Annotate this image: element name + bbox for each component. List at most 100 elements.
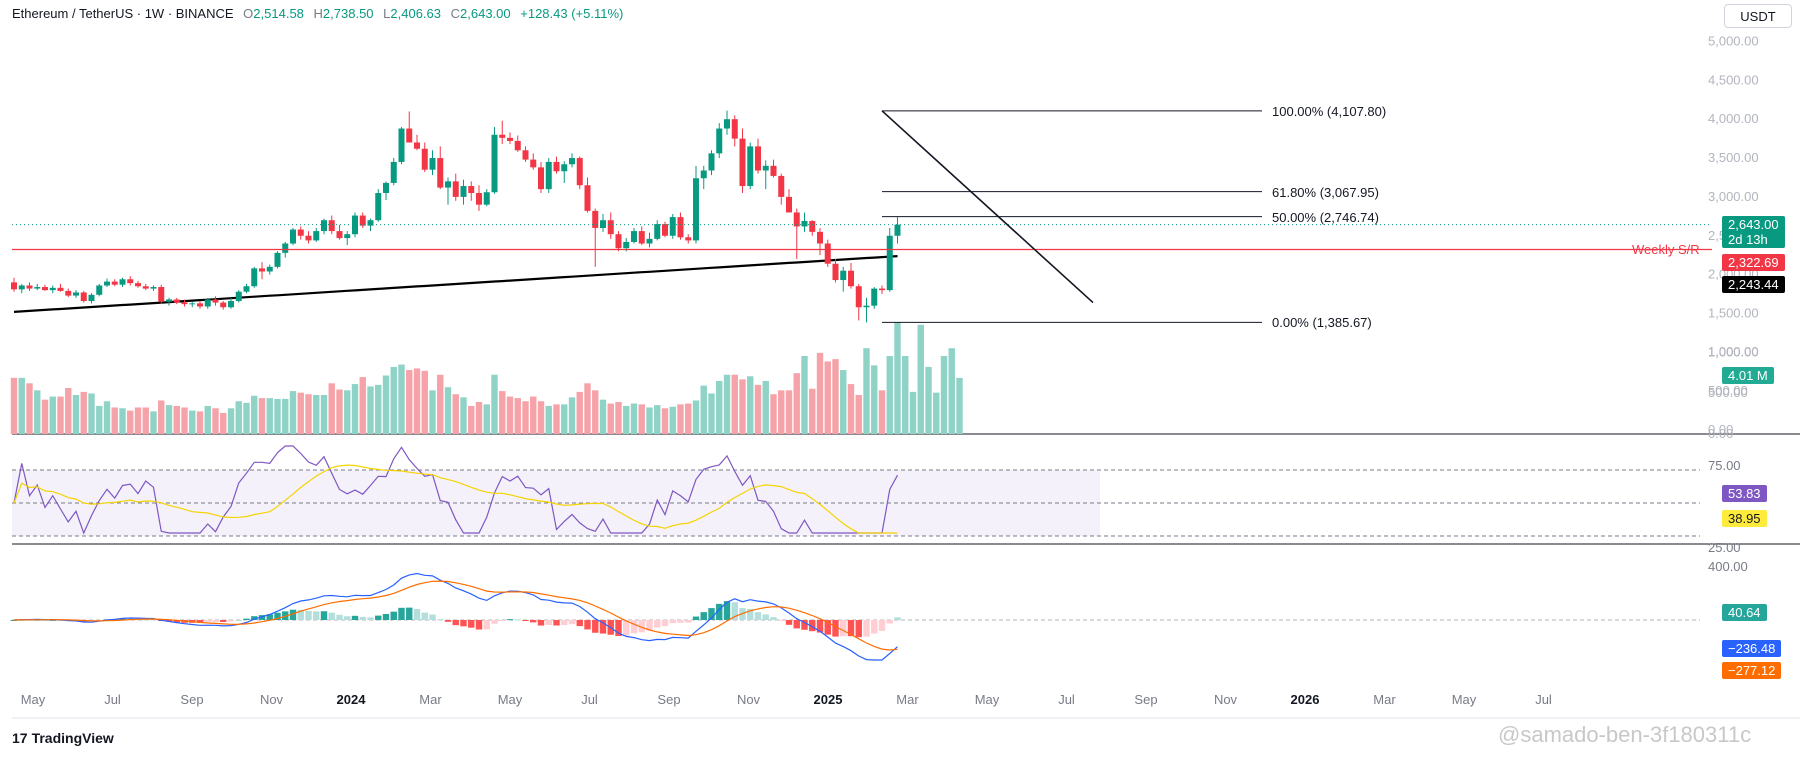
candle-body xyxy=(623,241,630,249)
candle xyxy=(142,283,149,291)
candle-body xyxy=(716,128,723,154)
macd-histogram-bar xyxy=(142,619,149,621)
macd-histogram-tag: 40.64 xyxy=(1722,604,1767,621)
symbol-name[interactable]: Ethereum / TetherUS · 1W · BINANCE xyxy=(12,6,234,21)
candle xyxy=(274,251,281,269)
macd-histogram-bar xyxy=(754,612,762,620)
volume-bar xyxy=(189,410,196,434)
volume-bar xyxy=(165,405,173,434)
volume-bar xyxy=(894,322,901,434)
volume-bar xyxy=(623,405,630,434)
volume-bar xyxy=(716,380,723,434)
price-axis-label: 500.00 xyxy=(1708,383,1748,398)
currency-selector-button[interactable]: USDT xyxy=(1724,4,1792,28)
candle-body xyxy=(375,193,382,221)
volume-bar xyxy=(80,391,87,434)
volume-bar xyxy=(909,391,917,434)
candle xyxy=(421,142,428,173)
macd-histogram-bar xyxy=(243,618,250,620)
time-axis-label: Nov xyxy=(1214,692,1238,707)
candle-body xyxy=(119,279,126,285)
price-axis-label: 3,500.00 xyxy=(1708,150,1759,165)
candle-body xyxy=(437,158,444,188)
candle-body xyxy=(561,164,568,172)
candle xyxy=(197,301,203,309)
candle-body xyxy=(747,146,754,187)
volume-bar xyxy=(778,390,785,434)
candle-body xyxy=(894,224,901,236)
candle-body xyxy=(879,288,885,291)
candle-body xyxy=(181,302,188,305)
candle xyxy=(793,208,800,260)
price-axis-label: 4,000.00 xyxy=(1708,111,1759,126)
price-axis-label: 3,000.00 xyxy=(1708,189,1759,204)
macd-histogram-bar xyxy=(375,615,382,620)
candle xyxy=(514,135,521,152)
candle-body xyxy=(142,286,149,289)
candle-body xyxy=(406,128,413,143)
candle-body xyxy=(468,186,475,194)
candle xyxy=(42,284,48,291)
volume-bar xyxy=(770,394,777,434)
volume-bar xyxy=(34,390,41,434)
candle xyxy=(553,156,560,174)
volume-bar xyxy=(506,396,514,434)
candle-body xyxy=(576,158,583,186)
tradingview-logo[interactable]: 17 TradingView xyxy=(12,730,114,746)
open-label: O xyxy=(243,6,254,21)
volume-bar xyxy=(731,374,738,434)
candle-body xyxy=(266,266,273,272)
macd-histogram-bar xyxy=(762,614,769,620)
candle xyxy=(824,239,831,267)
trendline xyxy=(881,110,1094,304)
volume-bar xyxy=(537,401,545,434)
volume-bar xyxy=(72,395,80,434)
candle xyxy=(716,123,723,159)
rsi-axis-label: 25.00 xyxy=(1708,540,1741,555)
price-axis-label: 1,000.00 xyxy=(1708,344,1759,359)
time-axis-label: May xyxy=(498,692,523,707)
volume-bar xyxy=(437,374,444,434)
candle-body xyxy=(197,303,203,307)
macd-histogram-bar xyxy=(677,620,684,623)
macd-histogram-bar xyxy=(545,620,552,626)
candle xyxy=(429,150,436,176)
macd-histogram-bar xyxy=(406,607,413,620)
candle xyxy=(801,212,808,232)
macd-histogram-bar xyxy=(382,614,390,620)
macd-histogram-bar xyxy=(313,611,320,620)
volume-bar xyxy=(41,399,49,434)
current-price-tag: 2,643.00 2d 13h xyxy=(1722,216,1785,248)
candle-body xyxy=(824,243,831,264)
volume-bar xyxy=(522,401,529,434)
volume-bar xyxy=(545,405,552,434)
volume-bar xyxy=(739,379,746,434)
volume-bar xyxy=(747,376,754,434)
macd-histogram-bar xyxy=(871,620,878,634)
candle-body xyxy=(158,287,165,302)
candle-body xyxy=(352,215,358,235)
volume-bar xyxy=(134,407,142,434)
volume-bar xyxy=(514,398,521,434)
volume-bar xyxy=(367,386,374,434)
candle-body xyxy=(545,161,552,190)
volume-bar xyxy=(212,408,219,434)
candle xyxy=(561,161,568,183)
macd-histogram-bar xyxy=(359,616,366,620)
candle xyxy=(654,220,661,241)
macd-histogram-bar xyxy=(390,611,397,620)
time-axis-label: 2024 xyxy=(337,692,367,707)
volume-bar xyxy=(956,377,963,434)
volume-bar xyxy=(809,388,816,434)
volume-bar xyxy=(429,390,436,434)
volume-bar xyxy=(723,374,731,434)
candle xyxy=(11,277,17,292)
candle xyxy=(894,217,901,244)
volume-bar xyxy=(692,400,700,434)
candle xyxy=(607,212,614,239)
candle-body xyxy=(855,286,862,308)
volume-bar xyxy=(173,405,180,434)
candle-body xyxy=(786,196,792,213)
volume-bar xyxy=(933,392,940,434)
low-label: L xyxy=(383,6,391,21)
